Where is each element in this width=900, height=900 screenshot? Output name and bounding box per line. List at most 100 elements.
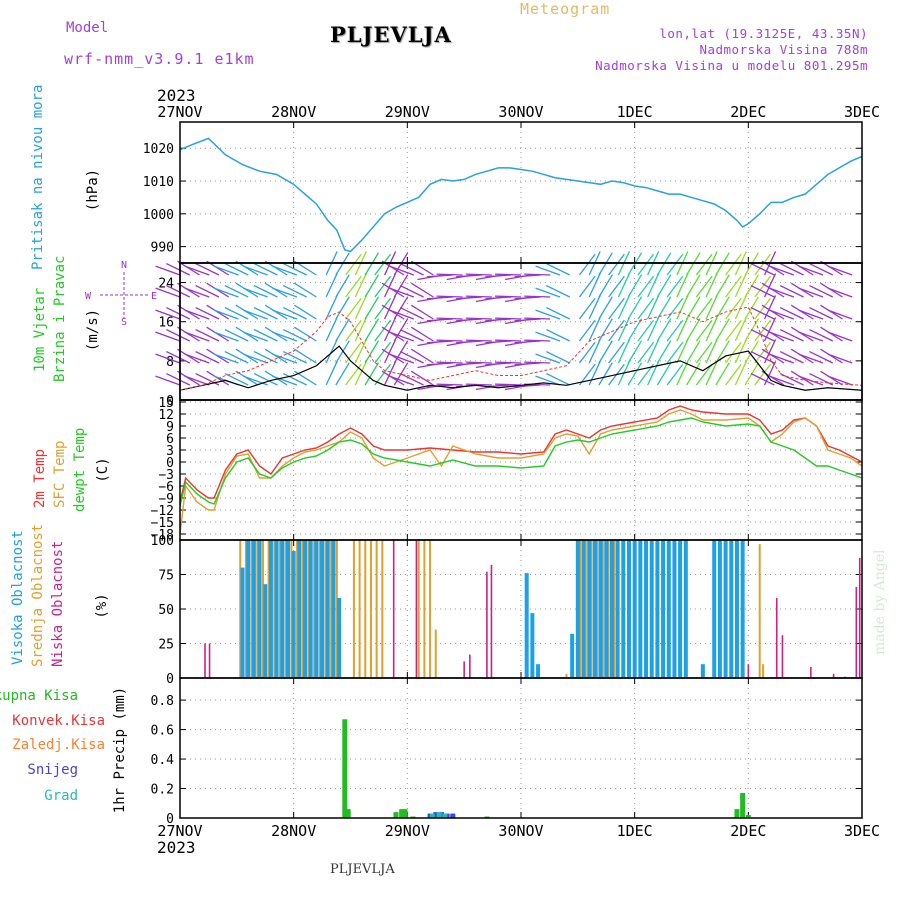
- wind-arrow: [465, 339, 492, 342]
- wind-arrow: [166, 285, 191, 298]
- wind-arrow: [494, 295, 522, 298]
- wind-arrow: [456, 318, 483, 322]
- wind-arrow: [578, 297, 596, 320]
- y-tick-label: 0: [166, 812, 174, 827]
- wind-arrow: [224, 329, 249, 342]
- wind-arrow: [686, 318, 701, 342]
- wind-arrow: [272, 353, 298, 364]
- y-tick-label: 0: [166, 394, 174, 409]
- wind-arrow: [524, 361, 551, 364]
- bottom-date-label: 3DEC: [844, 822, 880, 840]
- low-cloud-bar: [204, 643, 206, 678]
- y-tick-label: 50: [158, 603, 174, 618]
- wind-arrow: [364, 340, 380, 364]
- wind-arrow: [465, 273, 492, 276]
- wind-arrow: [535, 309, 561, 320]
- wind-arrow: [750, 351, 775, 364]
- wind-arrow: [769, 265, 795, 276]
- wind-arrow: [750, 373, 775, 386]
- wind-arrow: [676, 295, 689, 320]
- mid-cloud-bar: [369, 540, 372, 678]
- y-tick-label: −15: [151, 516, 174, 531]
- mid-cloud-bar: [364, 540, 367, 678]
- wind-arrow: [608, 319, 625, 342]
- high-cloud-bar: [723, 540, 728, 678]
- wind-arrow: [354, 339, 367, 364]
- wind-arrow: [155, 353, 181, 364]
- wind-arrow: [426, 296, 453, 300]
- wind-arrow: [598, 362, 613, 386]
- precip-bar: [433, 812, 439, 818]
- wind-arrow: [809, 373, 834, 386]
- wind-arrow: [243, 353, 268, 364]
- high-cloud-bar: [291, 551, 296, 678]
- wind-arrow: [666, 297, 684, 320]
- wind-arrow: [715, 340, 730, 364]
- wind-arrow: [827, 353, 853, 364]
- high-cloud-bar: [655, 540, 660, 678]
- wind-arrow: [389, 375, 415, 386]
- wind-arrow: [725, 253, 742, 276]
- low-cloud-bar: [810, 666, 812, 678]
- mid-cloud-bar: [352, 540, 355, 678]
- wind-arrow: [578, 319, 596, 342]
- mid-cloud-bar: [417, 540, 420, 678]
- wind-arrow: [195, 285, 220, 298]
- wind-arrow: [676, 273, 689, 298]
- high-cloud-bar: [683, 540, 688, 678]
- wind-arrow: [224, 373, 249, 386]
- wind-arrow: [656, 362, 672, 386]
- wind-arrow: [725, 341, 742, 364]
- compass-s: S: [121, 317, 127, 328]
- wind-arrow: [354, 295, 367, 320]
- wind-arrow: [695, 253, 713, 276]
- wind-arrow: [335, 340, 350, 364]
- mid-cloud-bar: [239, 540, 242, 678]
- wind-arrow: [535, 265, 561, 276]
- mid-cloud-bar: [596, 540, 599, 678]
- y-tick-label: 100: [151, 534, 174, 549]
- wind-arrow: [399, 285, 424, 298]
- wind-arrow: [325, 361, 338, 386]
- altitude-label: Nadmorska Visina 788m: [699, 42, 868, 57]
- wind-arrow: [666, 341, 684, 364]
- compass-n: N: [121, 260, 127, 271]
- wind-arrow: [272, 309, 298, 320]
- y-tick-label: 0.4: [151, 753, 175, 768]
- top-date-label: 1DEC: [617, 103, 653, 121]
- y-tick-label: 25: [158, 638, 174, 653]
- wind-gust-line: [179, 306, 863, 391]
- wind-arrow: [410, 304, 434, 320]
- wind-arrow: [769, 331, 795, 342]
- high-cloud-bar: [280, 540, 285, 678]
- high-cloud-bar: [592, 540, 597, 678]
- panel-frame: [179, 677, 863, 819]
- wind-arrow: [426, 362, 453, 366]
- wind-arrow: [184, 331, 210, 342]
- wind-arrow: [608, 275, 625, 298]
- wind-arrow: [809, 285, 834, 298]
- wind-arrow: [715, 362, 730, 386]
- y-tick-label: 0: [166, 672, 174, 687]
- low-cloud-bar: [781, 635, 784, 678]
- wind-arrow: [335, 296, 350, 320]
- wind-arrow: [715, 252, 730, 276]
- wind-arrow: [374, 363, 392, 386]
- top-date-label: 28NOV: [271, 103, 316, 121]
- top-date-label: 27NOV: [157, 103, 202, 121]
- wind-arrow: [283, 263, 307, 276]
- high-cloud-bar: [587, 540, 592, 678]
- precip-legend-item: Grad: [44, 788, 78, 804]
- wind-arrow: [598, 296, 613, 320]
- high-cloud-bar: [712, 540, 717, 678]
- wind-arrow: [524, 339, 551, 342]
- wind-arrow: [754, 275, 771, 298]
- low-cloud-bar: [775, 597, 778, 678]
- high-cloud-bar: [632, 540, 637, 678]
- wind-arrow: [779, 373, 804, 386]
- mid-cloud-bar: [758, 544, 761, 678]
- wind-arrow: [283, 329, 307, 342]
- low-cloud-bar: [832, 673, 835, 678]
- wind-arrow: [827, 309, 853, 320]
- y-tick-label: 0.6: [151, 724, 174, 739]
